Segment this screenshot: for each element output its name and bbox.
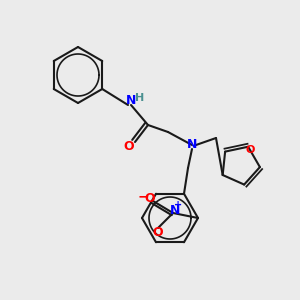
Text: −: −	[137, 189, 149, 203]
Text: O: O	[145, 193, 155, 206]
Text: H: H	[135, 93, 145, 103]
Text: O: O	[124, 140, 134, 154]
Text: N: N	[126, 94, 136, 107]
Text: O: O	[153, 226, 163, 239]
Text: +: +	[174, 200, 182, 210]
Text: O: O	[245, 145, 255, 155]
Text: N: N	[187, 137, 197, 151]
Text: N: N	[170, 205, 180, 218]
